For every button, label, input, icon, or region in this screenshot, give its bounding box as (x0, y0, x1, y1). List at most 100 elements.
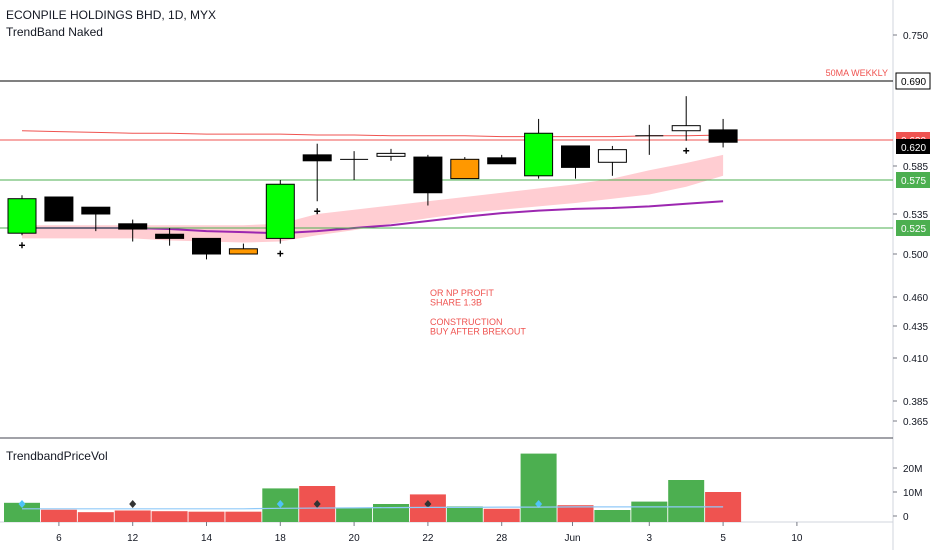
volume-marker (535, 500, 543, 508)
volume-bar (4, 502, 40, 522)
volume-bar (373, 504, 409, 522)
candle-body (450, 158, 480, 180)
candle (118, 219, 148, 242)
y-tick-label: 0.410 (903, 354, 928, 365)
candle (635, 124, 664, 155)
indicator-name: TrendBand Naked (6, 25, 103, 39)
chart-note: SHARE 1.3B (430, 298, 482, 308)
volume-bar (557, 505, 594, 522)
candle-body (192, 237, 221, 255)
candle (376, 148, 406, 161)
candle-body (228, 248, 258, 255)
volume-bar (114, 510, 151, 522)
level-annotation: 50MA WEKKLY (826, 68, 888, 78)
candle (450, 157, 480, 180)
volume-bar (225, 511, 262, 522)
chart-note: CONSTRUCTION (430, 317, 503, 327)
volume-ma-line (22, 506, 724, 510)
red-ma-line (21, 130, 724, 138)
candle (81, 206, 111, 232)
y-tick-label: 0.385 (903, 397, 928, 408)
volume-tick-label: 10M (903, 488, 922, 499)
candle (192, 237, 221, 260)
volume-bar (446, 506, 483, 522)
chart-title: ECONPILE HOLDINGS BHD, 1D, MYX (6, 8, 217, 22)
candle (340, 151, 369, 180)
candle (671, 96, 701, 141)
level-tag (895, 72, 931, 90)
candle-body (708, 129, 738, 143)
candle (228, 243, 258, 255)
level-tag-label: 0.690 (901, 77, 926, 88)
candle (155, 228, 185, 246)
volume-bar (631, 501, 668, 522)
y-tick-label: 0.750 (903, 31, 928, 42)
candle (708, 118, 738, 148)
volume-marker (129, 500, 137, 508)
x-tick-label: 3 (647, 533, 653, 544)
candle-body (81, 206, 111, 215)
volume-bar (668, 480, 705, 522)
x-tick-label: 28 (496, 533, 508, 544)
chart-note: BUY AFTER BREKOUT (430, 326, 526, 336)
plus-marker (277, 250, 284, 257)
candle-body (524, 132, 554, 177)
volume-bar (594, 510, 631, 522)
volume-marker (18, 500, 26, 508)
volume-tick-label: 20M (903, 464, 922, 475)
candle (44, 196, 74, 222)
x-tick-label: 18 (275, 533, 287, 544)
plus-marker (314, 208, 321, 215)
y-tick-label: 0.435 (903, 322, 928, 333)
volume-bar (77, 512, 114, 522)
volume-bar (40, 509, 77, 522)
x-tick-label: Jun (564, 533, 580, 544)
y-tick-label: 0.500 (903, 250, 928, 261)
candle-body (561, 145, 590, 168)
volume-bar (336, 507, 373, 522)
candle-body (376, 152, 406, 157)
level-tag-label: 0.575 (901, 176, 926, 187)
candle (524, 118, 554, 179)
x-tick-label: 12 (127, 533, 139, 544)
candle (597, 145, 627, 176)
volume-bar (409, 494, 446, 522)
volume-bar (520, 453, 557, 522)
candle-body (597, 149, 627, 163)
candle-body (7, 198, 37, 234)
y-tick-label: 0.585 (903, 162, 928, 173)
candle-body (265, 183, 295, 239)
x-tick-label: 5 (720, 533, 726, 544)
price-tag-label: 0.620 (901, 143, 926, 154)
level-tag (896, 220, 930, 236)
candle-body (118, 223, 148, 230)
y-tick-label: 0.365 (903, 417, 928, 428)
candle-body (155, 233, 185, 239)
x-tick-label: 20 (349, 533, 361, 544)
candle-body (302, 154, 332, 162)
volume-bar (188, 511, 225, 522)
candle (265, 180, 295, 244)
volume-indicator-name: TrendbandPriceVol (6, 449, 108, 463)
candle (7, 195, 37, 236)
volume-marker (424, 500, 432, 508)
candle (302, 143, 332, 202)
y-tick-label: 0.535 (903, 210, 928, 221)
candle-body (487, 157, 517, 165)
candle-body (671, 125, 701, 132)
x-tick-label: 14 (201, 533, 213, 544)
candle (561, 145, 590, 179)
candle (487, 154, 517, 165)
plus-marker (683, 147, 690, 154)
candle-body (413, 156, 443, 194)
chart-note: OR NP PROFIT (430, 288, 494, 298)
volume-bar (151, 511, 188, 522)
x-tick-label: 6 (56, 533, 62, 544)
plus-marker (19, 242, 25, 249)
y-tick-label: 0.460 (903, 293, 928, 304)
trend-band (22, 154, 724, 243)
volume-marker (276, 500, 284, 508)
volume-marker (313, 500, 321, 508)
volume-bar (483, 508, 520, 522)
